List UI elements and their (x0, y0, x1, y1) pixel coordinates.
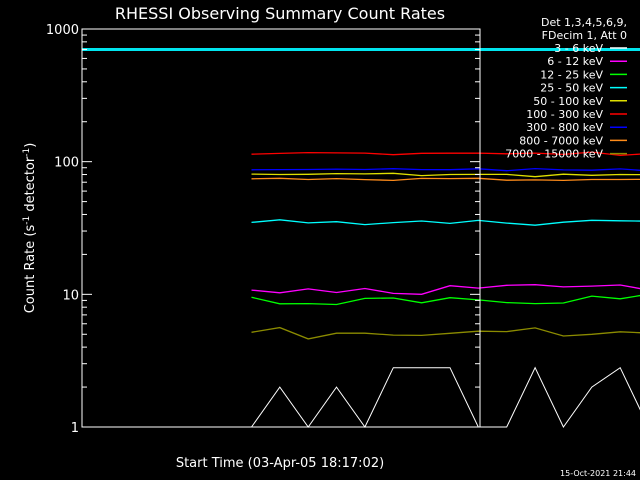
series-6-12-kev-line-a (251, 284, 640, 295)
series-25-50-kev-line-a (251, 219, 640, 226)
series-3-6-kev-line-a (251, 366, 640, 428)
timestamp: 15-Oct-2021 21:44 (560, 469, 636, 478)
legend-label: 300 - 800 keV (526, 121, 603, 134)
legend-label: 25 - 50 keV (540, 82, 603, 95)
series-800-7000-kev-line-a (251, 177, 640, 182)
legend-label: 50 - 100 keV (533, 95, 603, 108)
y-tick-label: 1000 (46, 23, 79, 38)
series-12-25-kev-line-a (251, 294, 640, 306)
x-axis-label: Start Time (03-Apr-05 18:17:02) (176, 456, 384, 471)
legend-header-2: FDecim 1, Att 0 (542, 29, 627, 42)
y-axis-ticks: 1 10 100 1000 (46, 23, 480, 436)
legend-label: 800 - 7000 keV (519, 134, 603, 147)
legend-label: 100 - 300 keV (526, 108, 603, 121)
series-7000-15000-kev-line-a (251, 326, 640, 340)
y-axis-label: Count Rate (s-1 detector-1) (22, 143, 38, 314)
y-tick-label: 1 (71, 421, 79, 436)
legend-label: 6 - 12 keV (547, 55, 603, 68)
y-tick-label: 10 (62, 288, 79, 303)
plot-frame (81, 28, 481, 428)
legend: Det 1,3,4,5,6,9, FDecim 1, Att 0 3 - 6 k… (505, 16, 627, 161)
legend-label: 12 - 25 keV (540, 68, 603, 81)
legend-header-1: Det 1,3,4,5,6,9, (541, 16, 627, 29)
y-tick-label: 100 (54, 156, 79, 171)
legend-label: 3 - 6 keV (554, 42, 603, 55)
legend-label: 7000 - 15000 keV (505, 148, 603, 161)
chart-title: RHESSI Observing Summary Count Rates (115, 4, 445, 23)
series-300-800-kev-line-a (251, 167, 640, 172)
